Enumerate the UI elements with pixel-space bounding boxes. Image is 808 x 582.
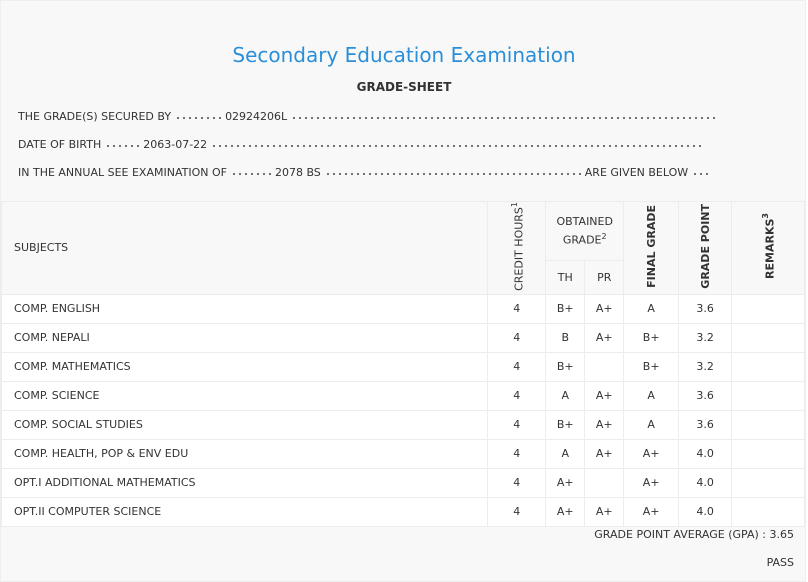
pr bbox=[584, 467, 625, 498]
note: 2 bbox=[601, 232, 607, 242]
subject: COMP. HEALTH, POP & ENV EDU bbox=[0, 438, 489, 469]
credit-hours: 4 bbox=[487, 496, 547, 527]
remarks bbox=[731, 438, 805, 469]
gpa-label: GRADE POINT AVERAGE (GPA) bbox=[594, 528, 759, 541]
label: IN THE ANNUAL SEE EXAMINATION OF bbox=[18, 165, 227, 179]
header: CREDIT HOURS1 bbox=[487, 201, 547, 295]
info-line: DATE OF BIRTH 2063-07-22 bbox=[18, 137, 705, 151]
subtitle: GRADE-SHEET bbox=[356, 80, 452, 94]
grades-table: SUBJECTS CREDIT HOURS1 OBTAINED GRADE2 F… bbox=[0, 200, 805, 527]
subject: COMP. NEPALI bbox=[0, 322, 489, 353]
grade-point: 3.6 bbox=[678, 293, 733, 324]
th: A+ bbox=[545, 496, 586, 527]
remarks bbox=[731, 293, 805, 324]
final-grade: B+ bbox=[623, 322, 680, 353]
value: 2063-07-22 bbox=[143, 137, 208, 151]
row: COMP. SOCIAL STUDIES 4 B+ A+ A 3.6 bbox=[0, 409, 805, 440]
row: OPT.II COMPUTER SCIENCE 4 A+ A+ A+ 4.0 bbox=[0, 496, 805, 527]
credit-hours: 4 bbox=[487, 322, 547, 353]
final-grade: B+ bbox=[623, 351, 680, 382]
header: REMARKS3 bbox=[731, 201, 805, 295]
grade-point: 3.6 bbox=[678, 380, 733, 411]
value: 02924206L bbox=[225, 109, 288, 123]
subject: COMP. SOCIAL STUDIES bbox=[0, 409, 489, 440]
final-grade: A bbox=[623, 380, 680, 411]
pr: A+ bbox=[584, 496, 625, 527]
header: FINAL GRADE bbox=[623, 201, 680, 295]
remarks bbox=[731, 322, 805, 353]
th: A bbox=[545, 438, 586, 469]
label: REMARKS bbox=[763, 219, 777, 280]
grade-point: 3.6 bbox=[678, 409, 733, 440]
remarks bbox=[731, 467, 805, 498]
header: TH bbox=[545, 260, 586, 295]
pr: A+ bbox=[584, 322, 625, 353]
result: PASS bbox=[766, 556, 794, 569]
row: COMP. SCIENCE 4 A A+ A 3.6 bbox=[0, 380, 805, 411]
header: PR bbox=[584, 260, 625, 295]
th: B+ bbox=[545, 293, 586, 324]
label: THE GRADE(S) SECURED BY bbox=[18, 109, 172, 123]
final-grade: A+ bbox=[623, 467, 680, 498]
pr: A+ bbox=[584, 438, 625, 469]
grade-point: 4.0 bbox=[678, 496, 733, 527]
credit-hours: 4 bbox=[487, 438, 547, 469]
credit-hours: 4 bbox=[487, 351, 547, 382]
grade-point: 4.0 bbox=[678, 467, 733, 498]
pr: A+ bbox=[584, 380, 625, 411]
info-line: THE GRADE(S) SECURED BY 02924206L bbox=[18, 109, 723, 123]
note: 3 bbox=[761, 213, 771, 220]
final-grade: A+ bbox=[623, 438, 680, 469]
pr: A+ bbox=[584, 409, 625, 440]
row: COMP. ENGLISH 4 B+ A+ A 3.6 bbox=[0, 293, 805, 324]
th: B+ bbox=[545, 351, 586, 382]
header: OBTAINED GRADE2 bbox=[545, 200, 625, 262]
remarks bbox=[731, 496, 805, 527]
note: 1 bbox=[509, 202, 519, 208]
header: SUBJECTS bbox=[0, 201, 489, 295]
subject: OPT.I ADDITIONAL MATHEMATICS bbox=[0, 467, 489, 498]
row: OPT.I ADDITIONAL MATHEMATICS 4 A+ A+ 4.0 bbox=[0, 467, 805, 498]
pr: A+ bbox=[584, 293, 625, 324]
value: 2078 BS bbox=[274, 165, 321, 179]
label: OBTAINED GRADE bbox=[556, 215, 613, 247]
remarks bbox=[731, 351, 805, 382]
grade-point: 3.2 bbox=[678, 322, 733, 353]
final-grade: A bbox=[623, 293, 680, 324]
remarks bbox=[731, 380, 805, 411]
credit-hours: 4 bbox=[487, 293, 547, 324]
title: Secondary Education Examination bbox=[232, 43, 576, 67]
pr bbox=[584, 351, 625, 382]
row: COMP. MATHEMATICS 4 B+ B+ 3.2 bbox=[0, 351, 805, 382]
subject: COMP. ENGLISH bbox=[0, 293, 489, 324]
row: COMP. HEALTH, POP & ENV EDU 4 A A+ A+ 4.0 bbox=[0, 438, 805, 469]
label: CREDIT HOURS bbox=[512, 207, 526, 291]
subject: COMP. SCIENCE bbox=[0, 380, 489, 411]
final-grade: A bbox=[623, 409, 680, 440]
th: A bbox=[545, 380, 586, 411]
gpa-value: 3.65 bbox=[769, 528, 795, 541]
row: COMP. NEPALI 4 B A+ B+ 3.2 bbox=[0, 322, 805, 353]
credit-hours: 4 bbox=[487, 380, 547, 411]
grade-point: 4.0 bbox=[678, 438, 733, 469]
credit-hours: 4 bbox=[487, 409, 547, 440]
credit-hours: 4 bbox=[487, 467, 547, 498]
th: B+ bbox=[545, 409, 586, 440]
suffix: ARE GIVEN BELOW bbox=[584, 165, 689, 179]
gpa: GRADE POINT AVERAGE (GPA) : 3.65 bbox=[594, 528, 794, 541]
th: B bbox=[545, 322, 586, 353]
subject: COMP. MATHEMATICS bbox=[0, 351, 489, 382]
grade-point: 3.2 bbox=[678, 351, 733, 382]
header: GRADE POINT bbox=[678, 201, 733, 295]
remarks bbox=[731, 409, 805, 440]
info-line: IN THE ANNUAL SEE EXAMINATION OF 2078 BS… bbox=[18, 165, 714, 179]
label: DATE OF BIRTH bbox=[18, 137, 102, 151]
subject: OPT.II COMPUTER SCIENCE bbox=[0, 496, 489, 527]
th: A+ bbox=[545, 467, 586, 498]
final-grade: A+ bbox=[623, 496, 680, 527]
